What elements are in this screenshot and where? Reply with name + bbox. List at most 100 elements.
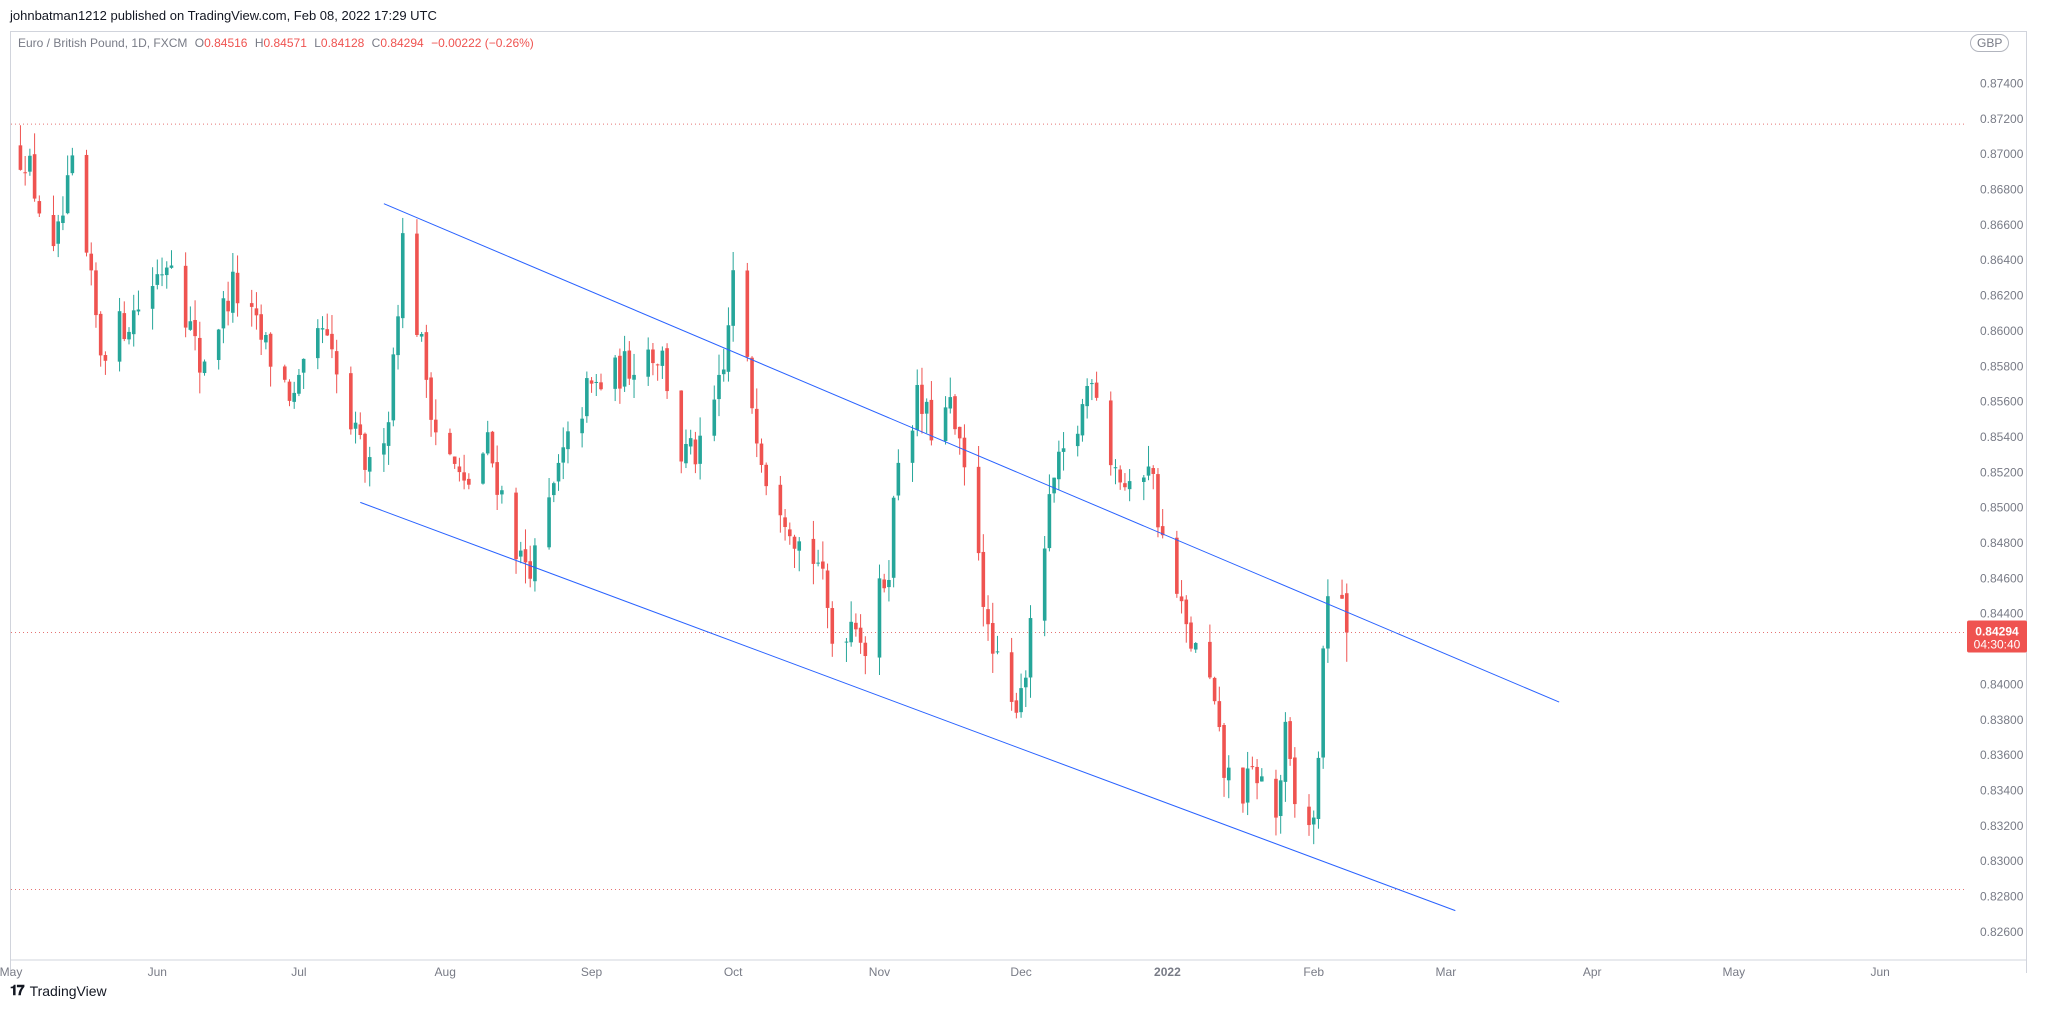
candle-body bbox=[1311, 817, 1316, 825]
candle bbox=[434, 399, 438, 446]
candle-body bbox=[920, 384, 924, 414]
candle bbox=[202, 359, 207, 376]
chart-legend: Euro / British Pound, 1D, FXCM O0.84516 … bbox=[18, 36, 534, 50]
candle bbox=[655, 363, 660, 381]
candle bbox=[1288, 717, 1292, 766]
candle bbox=[618, 348, 622, 404]
candle bbox=[1085, 378, 1089, 419]
candle-body bbox=[462, 472, 466, 481]
symbol-label[interactable]: Euro / British Pound, 1D, FXCM bbox=[18, 36, 188, 50]
candle bbox=[452, 456, 457, 469]
candle bbox=[1080, 398, 1085, 442]
candle-body bbox=[1245, 768, 1250, 803]
open-value: 0.84516 bbox=[204, 36, 248, 50]
candle bbox=[585, 371, 589, 423]
candle bbox=[1009, 637, 1014, 711]
candle bbox=[188, 306, 193, 331]
x-tick-label: Jun bbox=[148, 965, 167, 979]
candle bbox=[367, 446, 372, 487]
candle-body bbox=[61, 215, 65, 224]
candle bbox=[821, 541, 825, 580]
y-tick-label: 0.85800 bbox=[1980, 359, 2024, 373]
candle-body bbox=[1344, 593, 1349, 633]
y-tick-label: 0.83000 bbox=[1980, 854, 2024, 868]
y-tick-label: 0.87000 bbox=[1980, 147, 2024, 161]
candle bbox=[193, 300, 197, 351]
candle-body bbox=[1024, 677, 1028, 688]
candle bbox=[797, 537, 802, 572]
candle-body bbox=[1250, 766, 1255, 768]
candle-body bbox=[717, 374, 721, 400]
candle bbox=[457, 457, 462, 482]
candle-body bbox=[1127, 481, 1132, 490]
candle-body bbox=[566, 431, 570, 450]
candle-body bbox=[103, 355, 108, 361]
candle-body bbox=[249, 303, 254, 307]
channel-lower bbox=[360, 501, 1456, 912]
candle-body bbox=[830, 608, 835, 644]
candle bbox=[552, 481, 556, 503]
x-tick-label: Jun bbox=[1870, 965, 1889, 979]
candle bbox=[518, 541, 523, 564]
y-tick-label: 0.86200 bbox=[1980, 289, 2024, 303]
y-tick-label: 0.87200 bbox=[1980, 112, 2024, 126]
candle-body bbox=[962, 437, 967, 468]
candle bbox=[533, 538, 537, 592]
y-tick-label: 0.84600 bbox=[1980, 571, 2024, 585]
candle-body bbox=[164, 267, 169, 276]
candle bbox=[396, 304, 400, 370]
candle-body bbox=[679, 390, 684, 462]
candle-body bbox=[382, 443, 386, 455]
candle bbox=[915, 369, 920, 437]
candle-body bbox=[981, 551, 986, 607]
candle bbox=[566, 421, 570, 464]
candle bbox=[37, 195, 42, 218]
candle-body bbox=[726, 325, 731, 372]
candle bbox=[301, 358, 306, 389]
y-tick-label: 0.86400 bbox=[1980, 253, 2024, 267]
x-tick-label: 2022 bbox=[1154, 965, 1181, 979]
candle-body bbox=[1260, 776, 1264, 782]
y-tick-label: 0.84400 bbox=[1980, 607, 2024, 621]
candle-body bbox=[1175, 537, 1179, 594]
candle bbox=[1245, 751, 1250, 816]
candle bbox=[693, 431, 698, 474]
candle-body bbox=[448, 432, 452, 455]
x-tick-label: Sep bbox=[581, 965, 603, 979]
candle bbox=[1321, 645, 1325, 769]
candle-body bbox=[316, 328, 320, 359]
candle bbox=[221, 291, 226, 344]
candle bbox=[1057, 440, 1061, 490]
candle bbox=[330, 315, 334, 359]
candle-body bbox=[618, 355, 622, 389]
candle bbox=[391, 347, 396, 427]
candle-body bbox=[1113, 467, 1118, 469]
candle bbox=[953, 394, 957, 435]
candle bbox=[731, 251, 735, 342]
candle bbox=[1293, 747, 1297, 818]
candle bbox=[759, 438, 764, 473]
candle-body bbox=[282, 366, 287, 380]
candle-body bbox=[500, 490, 504, 495]
bar-countdown: 04:30:40 bbox=[1974, 637, 2021, 651]
candle-body bbox=[1075, 433, 1080, 447]
candle-body bbox=[169, 265, 174, 268]
candle bbox=[297, 369, 301, 397]
candle bbox=[183, 252, 188, 338]
y-tick-label: 0.82600 bbox=[1980, 925, 2024, 939]
candle bbox=[1184, 595, 1189, 643]
candle bbox=[882, 573, 886, 593]
candle bbox=[783, 509, 787, 541]
candle bbox=[103, 351, 108, 375]
candle bbox=[23, 156, 27, 186]
candle bbox=[599, 373, 603, 391]
candle-body bbox=[792, 536, 797, 549]
candle-body bbox=[429, 377, 433, 420]
currency-badge[interactable]: GBP bbox=[1970, 34, 2010, 52]
candle bbox=[1042, 536, 1047, 637]
candle-body bbox=[51, 215, 56, 247]
candle bbox=[1118, 465, 1122, 490]
candle bbox=[1316, 751, 1321, 829]
y-tick-label: 0.83400 bbox=[1980, 783, 2024, 797]
